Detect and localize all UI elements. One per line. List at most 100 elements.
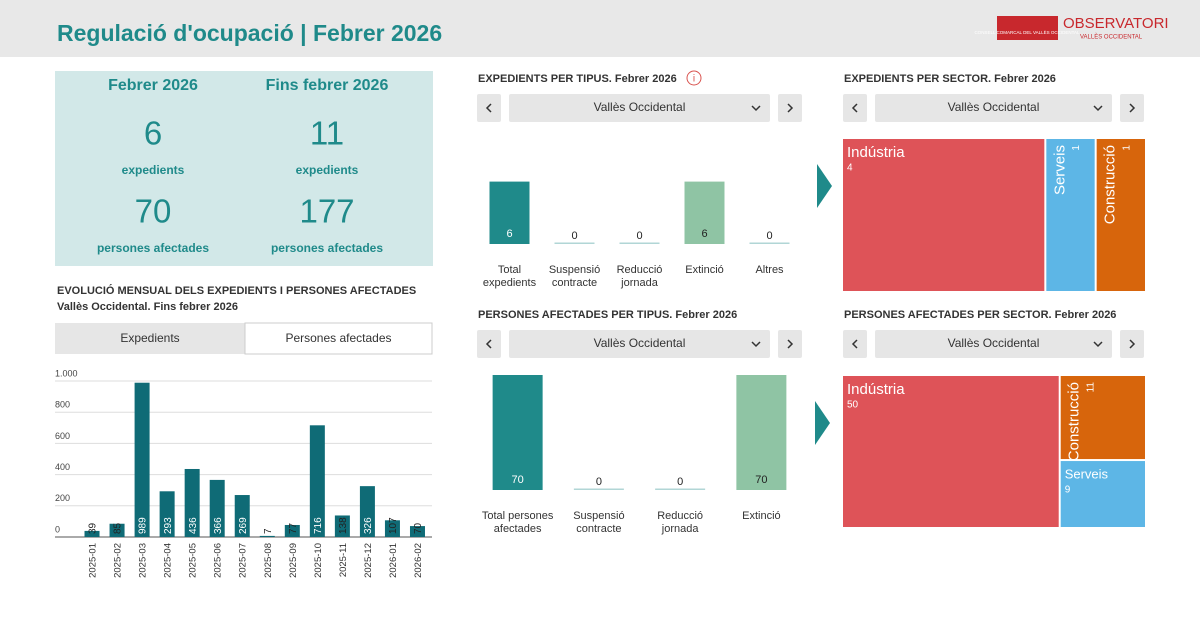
x-tick-label: 2025-07	[238, 543, 249, 578]
y-tick-label: 1.000	[55, 368, 78, 378]
region-select-label: Vallès Occidental	[594, 100, 686, 114]
tile-value: 4	[847, 163, 853, 174]
bar	[736, 375, 787, 490]
bar	[619, 242, 660, 244]
bar	[209, 479, 225, 537]
bar-value-label: 0	[571, 230, 577, 242]
bar	[492, 375, 543, 490]
bar	[573, 488, 624, 490]
bar-value-label: 436	[188, 517, 199, 534]
prev-button[interactable]	[477, 94, 501, 122]
bar	[684, 181, 725, 244]
tab[interactable]	[55, 323, 245, 354]
tab-label: Persones afectades	[285, 331, 391, 345]
bar-value-label: 0	[677, 476, 683, 488]
tab[interactable]	[244, 322, 433, 355]
bar-value-label: 107	[388, 517, 399, 534]
treemap-tile	[843, 139, 1045, 291]
chart-title: EVOLUCIÓ MENSUAL DELS EXPEDIENTS I PERSO…	[57, 284, 416, 297]
x-tick-label: 2025-10	[313, 543, 324, 578]
x-tick-label: Reducció jornada	[657, 510, 703, 535]
bar-value-label: 70	[755, 474, 767, 486]
y-tick-label: 0	[55, 524, 60, 534]
bar-value-label: 6	[701, 228, 707, 240]
logo-org: CONSELL COMARCAL DEL VALLÈS OCCIDENTAL	[974, 29, 1080, 35]
logo-mark	[997, 16, 1058, 40]
kpi-label: persones afectades	[97, 241, 209, 255]
x-tick-label: Altres	[755, 264, 784, 276]
tile-value: 1	[1121, 145, 1132, 151]
bar-value-label: 6	[506, 228, 512, 240]
region-select[interactable]	[509, 94, 770, 122]
x-tick-label: Reducció jornada	[617, 264, 663, 289]
bar-value-label: 0	[596, 476, 602, 488]
x-tick-label: Total persones afectades	[482, 510, 554, 535]
next-icon	[1129, 339, 1136, 349]
tile-label: Construcció	[1102, 145, 1119, 224]
x-tick-label: Total expedients	[483, 264, 537, 289]
bar	[384, 520, 400, 537]
next-button[interactable]	[778, 94, 802, 122]
bar	[284, 524, 300, 537]
bar-value-label: 39	[88, 522, 99, 534]
x-tick-label: 2025-03	[138, 543, 149, 578]
next-button[interactable]	[1120, 330, 1144, 358]
logo-region: VALLÈS OCCIDENTAL	[1080, 34, 1143, 41]
region-select-label: Vallès Occidental	[948, 336, 1040, 350]
x-tick-label: 2025-02	[113, 543, 124, 578]
tile-value: 50	[847, 400, 859, 411]
chart-title: EXPEDIENTS PER SECTOR. Febrer 2026	[844, 73, 1056, 85]
kpi-label: persones afectades	[271, 241, 383, 255]
next-button[interactable]	[1120, 94, 1144, 122]
x-tick-label: 2025-08	[263, 543, 274, 578]
bar	[334, 515, 350, 537]
bar-value-label: 0	[636, 230, 642, 242]
prev-button[interactable]	[843, 330, 867, 358]
bar	[259, 535, 275, 537]
x-tick-label: 2025-12	[363, 543, 374, 578]
region-select[interactable]	[875, 94, 1112, 122]
bar-value-label: 326	[363, 517, 374, 534]
info-icon-glyph: i	[693, 74, 695, 85]
dropdown-icon	[1093, 341, 1103, 348]
bar-value-label: 77	[288, 522, 299, 534]
kpi-value: 11	[310, 115, 344, 152]
dropdown-icon	[751, 105, 761, 112]
tile-label: Construcció	[1066, 382, 1083, 461]
kpi-period: Febrer 2026	[108, 77, 198, 94]
bar-value-label: 70	[512, 474, 524, 486]
bar-value-label: 366	[213, 517, 224, 534]
region-select-label: Vallès Occidental	[594, 336, 686, 350]
prev-button[interactable]	[843, 94, 867, 122]
arrow-indicator	[815, 401, 830, 445]
dropdown-icon	[1093, 105, 1103, 112]
x-tick-label: Suspensió contracte	[549, 264, 600, 289]
next-button[interactable]	[778, 330, 802, 358]
prev-button[interactable]	[477, 330, 501, 358]
bar	[84, 530, 100, 537]
region-select[interactable]	[509, 330, 770, 358]
bar	[309, 425, 325, 537]
x-tick-label: 2025-04	[163, 543, 174, 578]
x-tick-label: Suspensió contracte	[573, 510, 624, 535]
bar-value-label: 716	[313, 517, 324, 534]
x-tick-label: 2026-01	[388, 543, 399, 578]
tile-label: Indústria	[847, 144, 905, 161]
treemap-tile	[1060, 376, 1145, 460]
region-select[interactable]	[875, 330, 1112, 358]
bar-value-label: 0	[766, 230, 772, 242]
tile-value: 9	[1065, 485, 1071, 496]
region-select-label: Vallès Occidental	[948, 100, 1040, 114]
prev-icon	[851, 339, 858, 349]
treemap-tile	[1046, 139, 1095, 291]
tile-label: Indústria	[847, 381, 905, 398]
info-icon[interactable]	[686, 70, 702, 86]
x-tick-label: 2025-06	[213, 543, 224, 578]
x-tick-label: 2026-02	[413, 543, 424, 578]
x-tick-label: 2025-05	[188, 543, 199, 578]
tile-value: 11	[1085, 382, 1096, 393]
treemap-tile	[843, 376, 1059, 527]
tile-label: Serveis	[1065, 466, 1109, 481]
y-tick-label: 200	[55, 493, 70, 503]
